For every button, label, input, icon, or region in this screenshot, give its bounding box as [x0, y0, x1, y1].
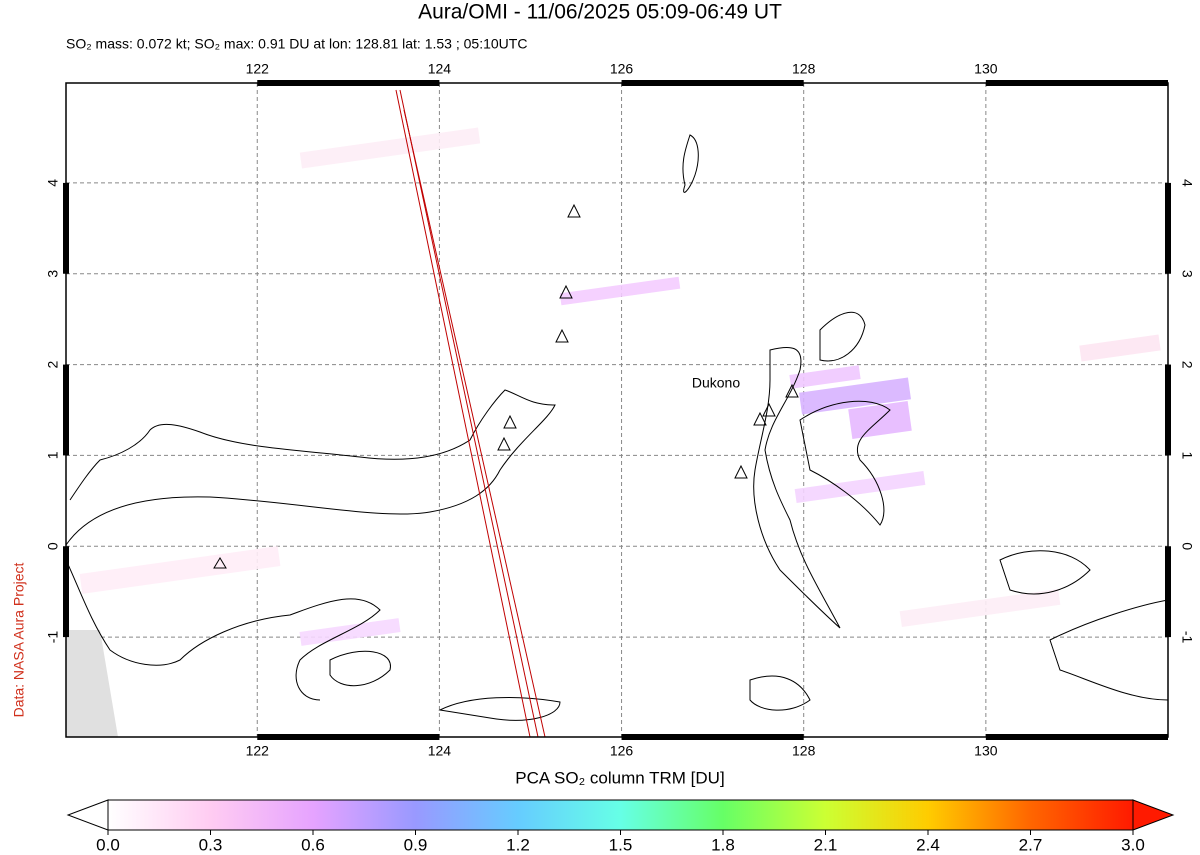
x-tick-label: 128 [792, 743, 816, 759]
x-tick-label: 122 [246, 61, 270, 77]
volcano [555, 328, 569, 343]
volcanoes [213, 203, 799, 569]
colorbar [107, 799, 1134, 831]
so2-pixel [79, 546, 281, 594]
y-tick-label: 3 [45, 270, 61, 278]
colorbar-under [66, 799, 109, 831]
frame-band [257, 80, 440, 86]
orbit-edge [395, 89, 531, 737]
x-tick-label: 122 [246, 743, 270, 759]
frame-band [985, 734, 1168, 740]
so2-pixel [899, 588, 1061, 628]
so2-pixel [299, 618, 401, 646]
frame-band [985, 80, 1168, 86]
y-tick-label: 1 [1179, 452, 1195, 460]
coastline [329, 650, 391, 687]
volcano-label: Dukono [692, 375, 740, 391]
volcano [753, 411, 767, 426]
colorbar-tick-label: 0.3 [199, 835, 223, 854]
frame-band [621, 80, 804, 86]
so2-pixel [299, 127, 481, 169]
frame-band [257, 734, 440, 740]
y-tick-label: 4 [1179, 179, 1195, 187]
coastlines [66, 134, 1168, 721]
title: Aura/OMI - 11/06/2025 05:09-06:49 UT [418, 1, 782, 24]
orbit-edge [399, 89, 539, 737]
colorbar-tick-label: 3.0 [1121, 835, 1145, 854]
volcano [785, 383, 799, 398]
volcano [497, 436, 511, 451]
y-tick-label: -1 [1179, 631, 1195, 644]
orbit-edge [403, 109, 546, 737]
coastline [438, 696, 561, 721]
colorbar-tick-label: 1.2 [506, 835, 530, 854]
subtitle: SO₂ mass: 0.072 kt; SO₂ max: 0.91 DU at … [66, 36, 527, 52]
coastline [66, 389, 556, 546]
coastline [66, 559, 381, 701]
coastline [799, 400, 891, 526]
frame-band [63, 364, 69, 456]
so2-pixel [794, 471, 926, 503]
so2-pixels [79, 127, 1161, 646]
map-background [66, 83, 1168, 737]
x-tick-label: 128 [792, 61, 816, 77]
colorbar-tick-label: 0.6 [301, 835, 325, 854]
so2-pixel [799, 377, 911, 415]
coastline [819, 311, 866, 362]
x-tick-label: 130 [974, 743, 998, 759]
coastline [749, 675, 811, 711]
frame-band [63, 546, 69, 638]
y-tick-label: 3 [1179, 270, 1195, 278]
x-tick-label: 126 [610, 61, 634, 77]
colorbar-tick-label: 0.9 [404, 835, 428, 854]
no-data-area [66, 630, 118, 737]
volcano [559, 284, 573, 299]
volcano [734, 464, 748, 479]
volcano [503, 414, 517, 429]
so2-pixel [789, 365, 861, 389]
frame-band [1165, 182, 1171, 274]
y-tick-label: 4 [45, 179, 61, 187]
volcano [762, 402, 776, 417]
y-tick-label: 1 [45, 451, 61, 459]
y-tick-label: 0 [45, 542, 61, 550]
frame-band [621, 734, 804, 740]
frame-band [63, 182, 69, 274]
coastline [682, 134, 699, 193]
y-tick-label: 0 [1179, 542, 1195, 550]
colorbar-tick-label: 2.7 [1019, 835, 1043, 854]
credit: Data: NASA Aura Project [11, 562, 27, 717]
orbit-track [395, 89, 546, 737]
x-tick-label: 126 [610, 743, 634, 759]
y-tick-label: -1 [45, 631, 61, 644]
volcano [567, 203, 581, 218]
x-tick-label: 130 [974, 61, 998, 77]
map-area: Dukono [66, 83, 1168, 737]
coastline [1049, 599, 1168, 701]
x-tick-label: 124 [428, 743, 452, 759]
colorbar-tick-label: 1.5 [609, 835, 633, 854]
frame-band [1165, 546, 1171, 638]
so2-pixel [559, 276, 681, 306]
y-tick-label: 2 [45, 360, 61, 368]
coastline [999, 550, 1091, 595]
x-tick-label: 124 [428, 61, 452, 77]
volcano [213, 557, 227, 569]
frame-band [1165, 364, 1171, 456]
colorbar-tick-label: 1.8 [711, 835, 735, 854]
so2-pixel [1079, 334, 1161, 362]
colorbar-over [1132, 799, 1175, 831]
colorbar-tick-label: 0.0 [96, 835, 120, 854]
y-tick-label: 2 [1179, 361, 1195, 369]
colorbar-tick-label: 2.4 [916, 835, 940, 854]
colorbar-tick-label: 2.1 [814, 835, 838, 854]
coastline [753, 347, 841, 629]
colorbar-label: PCA SO₂ column TRM [DU] [515, 768, 724, 787]
